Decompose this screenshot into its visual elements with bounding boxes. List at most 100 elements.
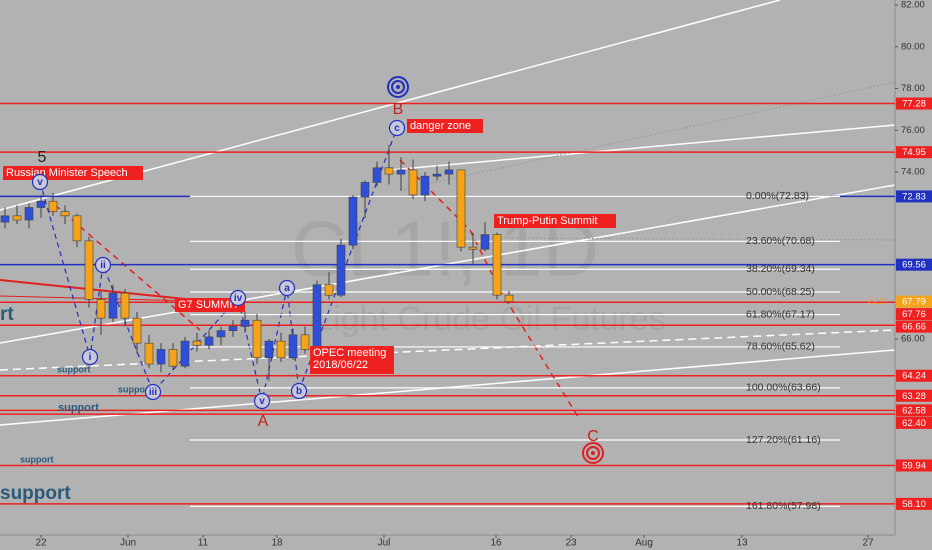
candle-body	[228, 326, 238, 331]
candle-body	[120, 292, 130, 319]
fib-label: 127.20%(61.16)	[746, 434, 821, 446]
support-label: rt	[0, 304, 14, 325]
candle-body	[84, 240, 94, 300]
candle-body	[60, 211, 70, 217]
wave-label: 5	[38, 149, 47, 166]
annotation-box	[494, 214, 616, 228]
x-tick-label: Jun	[120, 538, 136, 549]
fib-label: 0.00%(72.83)	[746, 190, 809, 202]
price-label-box	[896, 459, 932, 472]
target-icon	[391, 80, 405, 94]
x-tick-label: 13	[736, 538, 748, 549]
candle-body	[204, 336, 214, 346]
fib-label: 100.00%(63.66)	[746, 382, 821, 394]
price-label: 74.95	[902, 147, 926, 158]
support-label: support	[0, 483, 71, 504]
y-tick-label: 78.00	[901, 83, 925, 94]
wave-circle-label: c	[394, 123, 400, 134]
candle-body	[468, 246, 478, 250]
trend-line	[389, 124, 896, 171]
candle-body	[492, 234, 502, 296]
price-label: 62.58	[902, 405, 926, 416]
fib-label: 161.80%(57.98)	[746, 500, 821, 512]
wave-circle	[290, 382, 308, 400]
price-label-box	[896, 146, 932, 159]
wave-label: B	[393, 101, 404, 118]
price-label-box	[896, 497, 932, 510]
wave-circle	[253, 392, 271, 410]
candle-body	[432, 173, 442, 177]
x-tick-label: 27	[862, 538, 874, 549]
wave-circle	[144, 383, 162, 401]
x-tick-label: 23	[565, 538, 577, 549]
y-tick-label: 76.00	[901, 125, 925, 136]
x-tick-label: Aug	[635, 538, 653, 549]
wave-circle-label: ii	[100, 260, 106, 271]
target-icon	[582, 442, 604, 464]
candle-body	[348, 196, 358, 246]
x-tick-label: 18	[271, 538, 283, 549]
price-label: 67.76	[902, 309, 926, 320]
wave-line	[399, 159, 581, 421]
price-label: 59.94	[902, 461, 926, 472]
candle-body	[216, 330, 226, 338]
annotation-box	[310, 346, 394, 374]
wave-circle	[388, 119, 406, 137]
candle-body	[408, 169, 418, 196]
support-label: support	[20, 454, 54, 464]
price-label: 69.56	[902, 260, 926, 271]
candle-body	[240, 319, 250, 327]
annotation-text: Russian Minister Speech	[6, 167, 128, 179]
symbol-label: CL1!	[868, 296, 887, 306]
target-icon	[396, 85, 400, 89]
trend-line	[0, 295, 196, 302]
fib-label: 78.60%(65.62)	[746, 341, 815, 353]
price-label-box	[896, 389, 932, 402]
support-label: support	[58, 402, 99, 414]
target-icon	[591, 451, 595, 455]
candle-body	[396, 169, 406, 175]
annotation-text: Trump-Putin Summit	[497, 215, 597, 227]
price-axis	[895, 0, 932, 550]
candle-body	[72, 215, 82, 242]
price-label-box	[896, 416, 932, 429]
candle-body	[0, 215, 10, 223]
fib-label: 38.20%(69.34)	[746, 263, 815, 275]
price-label-box	[896, 320, 932, 333]
candle-body	[480, 234, 490, 250]
fib-label: 61.80%(67.17)	[746, 308, 815, 320]
price-label-box	[896, 190, 932, 203]
candle-body	[264, 340, 274, 359]
candle-body	[144, 342, 154, 365]
watermark: Light Crude Oil Futures	[314, 300, 666, 338]
price-label-box	[896, 369, 932, 382]
candle-body	[180, 340, 190, 367]
price-label-box	[896, 308, 932, 321]
wave-circle	[229, 289, 247, 307]
candle-body	[360, 182, 370, 198]
y-tick-label: 82.00	[901, 0, 925, 11]
wave-circle-label: iv	[234, 293, 243, 304]
wave-label: C	[587, 428, 599, 445]
candle-body	[108, 292, 118, 319]
price-label: 64.24	[902, 371, 926, 382]
price-label: 72.83	[902, 191, 926, 202]
annotation-text: OPEC meeting	[313, 347, 386, 359]
candle-body	[192, 340, 202, 346]
candle-body	[96, 299, 106, 319]
price-label-box	[896, 258, 932, 271]
candle-body	[276, 340, 286, 359]
candle-body	[372, 167, 382, 183]
wave-label: A	[258, 413, 269, 430]
annotation-text: 2018/06/22	[313, 359, 368, 371]
candle-body	[336, 244, 346, 296]
annotation-box	[407, 119, 483, 133]
wave-circle-label: v	[259, 396, 265, 407]
y-tick-label: 80.00	[901, 41, 925, 52]
price-label: 77.28	[902, 99, 926, 110]
price-label: 66.66	[902, 322, 926, 333]
fib-label: 50.00%(68.25)	[746, 286, 815, 298]
wave-circle	[31, 173, 49, 191]
fib-label: 23.60%(70.68)	[746, 235, 815, 247]
